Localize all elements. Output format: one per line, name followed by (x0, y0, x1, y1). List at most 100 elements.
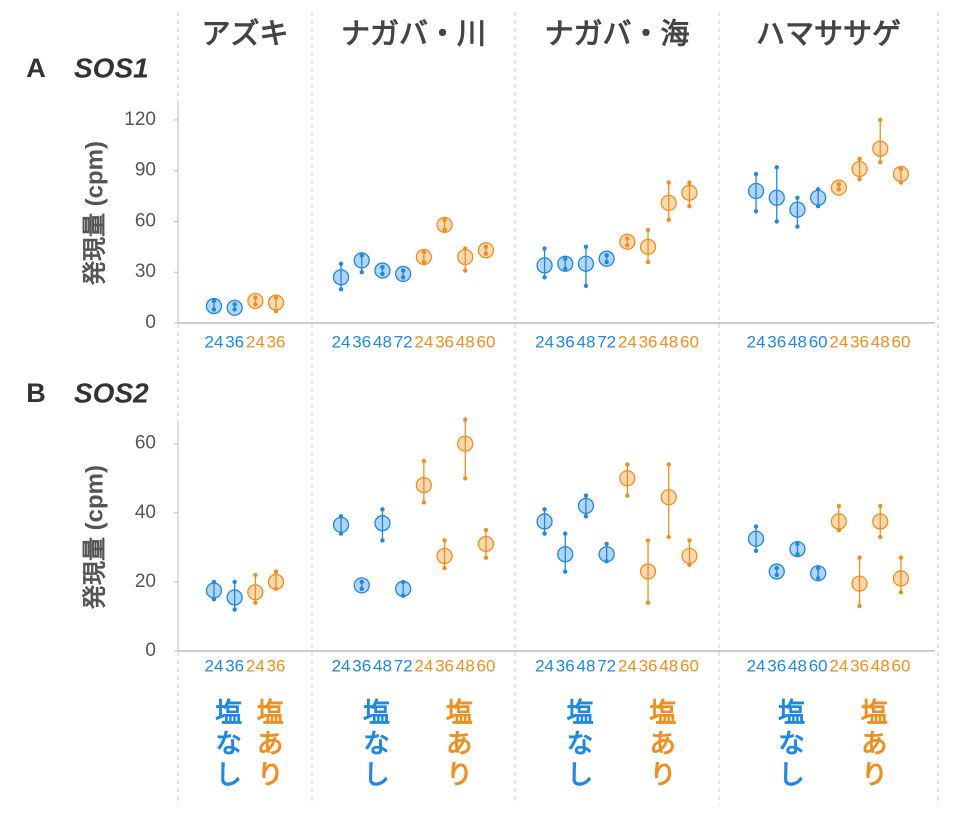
range-dot (563, 266, 568, 272)
x-tick-label: 24 (246, 656, 265, 675)
x-tick-label: 60 (891, 656, 910, 675)
mean-point (660, 194, 677, 211)
range-dot (645, 538, 651, 543)
range-dot (483, 555, 489, 560)
range-dot (857, 156, 862, 162)
range-dot (774, 165, 779, 170)
mean-point (681, 547, 698, 565)
range-dot (483, 251, 489, 256)
mean-point (247, 584, 264, 601)
mean-point (810, 565, 827, 582)
range-dot (666, 462, 671, 467)
range-dot (878, 503, 883, 509)
y-tick-label: 120 (124, 109, 156, 130)
mean-point (830, 179, 847, 196)
mean-point (892, 570, 910, 587)
range-dot (625, 242, 630, 248)
condition-legend: 塩なし (774, 698, 805, 791)
range-dot (421, 249, 427, 255)
range-dot (338, 261, 344, 266)
x-tick-label: 24 (332, 656, 351, 675)
range-dot (878, 117, 883, 123)
mean-point (267, 573, 285, 591)
x-tick-label: 36 (767, 656, 786, 675)
x-tick-label: 24 (414, 332, 433, 351)
mean-point (415, 248, 433, 266)
x-tick-label: 48 (456, 656, 475, 675)
mean-point (332, 516, 350, 534)
range-dot (563, 256, 568, 261)
column-header: ナガバ・海 (544, 18, 689, 51)
mean-point (226, 589, 243, 606)
range-dot (359, 586, 364, 592)
x-tick-label: 48 (788, 332, 807, 351)
mean-point (536, 513, 553, 530)
mean-point (247, 292, 264, 310)
mean-point (747, 530, 765, 547)
range-dot (774, 219, 779, 224)
range-dot (604, 541, 609, 547)
range-dot (359, 253, 364, 258)
range-dot (542, 531, 547, 536)
x-tick-label: 36 (767, 332, 786, 351)
mean-point (660, 489, 677, 506)
range-dot (836, 187, 842, 192)
x-tick-label: 24 (618, 332, 637, 351)
y-tick-label: 30 (135, 261, 156, 282)
y-axis-label: 発現量 (cpm) (80, 465, 108, 610)
range-dot (273, 295, 279, 300)
mean-point (477, 535, 495, 553)
mean-point (789, 540, 806, 558)
condition-legend: 塩あり (645, 698, 676, 791)
mean-point (789, 201, 806, 218)
x-tick-label: 24 (747, 656, 766, 675)
range-dot (253, 572, 258, 578)
panel-label: B (26, 378, 46, 408)
range-dot (483, 244, 489, 250)
x-tick-label: 48 (456, 332, 475, 351)
mean-point (353, 252, 370, 269)
range-dot (898, 166, 904, 172)
mean-point (457, 248, 474, 266)
x-tick-label: 24 (414, 656, 433, 675)
column-header: ハマササゲ (756, 18, 901, 51)
range-dot (753, 548, 759, 554)
x-tick-label: 60 (680, 332, 699, 351)
range-dot (753, 524, 759, 529)
mean-point (226, 299, 243, 316)
range-dot (463, 476, 468, 481)
range-dot (232, 579, 237, 585)
mean-point (353, 577, 370, 594)
x-tick-label: 48 (871, 332, 890, 351)
range-dot (211, 307, 217, 312)
y-tick-label: 0 (145, 640, 156, 661)
range-dot (815, 565, 821, 571)
range-dot (795, 541, 800, 547)
x-tick-label: 60 (809, 332, 828, 351)
condition-legend: 塩あり (857, 698, 888, 791)
range-dot (815, 576, 821, 581)
x-tick-label: 48 (576, 656, 595, 675)
range-dot (380, 507, 385, 512)
mean-point (332, 269, 350, 286)
x-tick-label: 60 (476, 656, 495, 675)
x-tick-label: 60 (680, 656, 699, 675)
range-dot (253, 295, 258, 300)
mean-point (639, 238, 657, 255)
x-tick-label: 24 (747, 332, 766, 351)
mean-point (457, 435, 474, 452)
range-dot (795, 195, 800, 200)
range-dot (273, 569, 279, 574)
y-tick-label: 20 (135, 571, 156, 592)
y-tick-label: 60 (135, 433, 156, 454)
x-tick-label: 48 (576, 332, 595, 351)
condition-legend: 塩なし (211, 698, 242, 791)
gene-title: SOS1 (74, 52, 149, 83)
range-dot (795, 224, 800, 229)
range-dot (774, 572, 779, 578)
mean-point (768, 563, 785, 580)
range-dot (232, 302, 237, 307)
range-dot (645, 227, 651, 233)
gene-title: SOS2 (74, 377, 149, 408)
